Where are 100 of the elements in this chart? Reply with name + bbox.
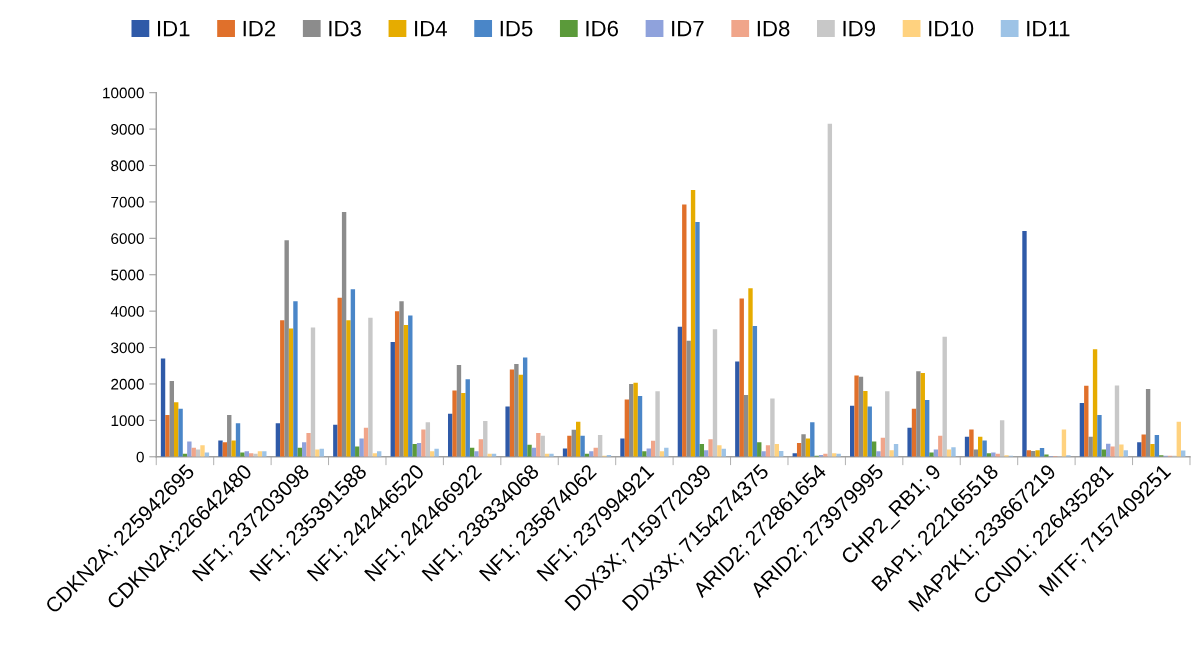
bar — [187, 441, 192, 457]
bar — [907, 427, 912, 457]
bar — [310, 327, 316, 457]
bar — [735, 361, 740, 457]
bar — [690, 189, 696, 457]
bar — [275, 423, 281, 457]
bar — [235, 423, 241, 457]
bar — [284, 240, 289, 457]
bar — [1114, 385, 1120, 457]
bar — [337, 297, 342, 457]
bar — [854, 375, 859, 457]
bar — [483, 421, 488, 457]
bar — [1088, 436, 1093, 457]
y-tick-label: 3000 — [111, 342, 144, 354]
bar — [801, 434, 806, 457]
bar — [522, 357, 528, 457]
bar — [412, 444, 417, 457]
bar — [999, 420, 1005, 457]
y-tick-label: 4000 — [110, 306, 144, 317]
legend-label: ID7 — [672, 20, 704, 37]
bar — [1150, 444, 1155, 457]
bar — [452, 390, 457, 457]
bar — [1061, 429, 1067, 457]
bar — [827, 123, 833, 457]
bar — [1035, 450, 1040, 457]
bar — [629, 383, 634, 457]
bar — [408, 315, 413, 457]
bar — [871, 441, 877, 457]
bar — [1097, 414, 1102, 457]
bar — [942, 336, 947, 457]
y-tick-label: 9000 — [111, 123, 144, 135]
legend-label: ID6 — [586, 20, 618, 37]
bar — [858, 376, 864, 457]
bar — [527, 444, 532, 457]
bar — [262, 451, 267, 457]
bar — [1137, 442, 1142, 457]
bar — [346, 320, 351, 457]
bar — [1084, 385, 1089, 457]
bar — [165, 414, 170, 457]
bar — [863, 390, 868, 457]
bar — [889, 450, 894, 457]
bar — [403, 324, 409, 457]
bar — [359, 438, 364, 457]
bar — [1092, 349, 1098, 457]
bar — [288, 328, 294, 457]
bar — [178, 408, 183, 457]
bar — [293, 301, 298, 457]
bar — [514, 363, 519, 457]
legend-label: ID3 — [329, 20, 361, 37]
bar — [341, 212, 347, 457]
bar — [421, 429, 426, 457]
bar — [434, 448, 439, 457]
bar — [633, 382, 638, 457]
y-tick-label: 8000 — [111, 160, 144, 172]
bar — [169, 381, 175, 457]
legend-label: ID1 — [157, 20, 190, 37]
legend-label: ID2 — [243, 20, 276, 37]
bar — [505, 406, 510, 457]
bar — [642, 451, 647, 457]
bar — [160, 358, 166, 457]
bar — [982, 440, 987, 457]
bar — [350, 289, 356, 457]
y-tick-label: 6000 — [111, 233, 144, 245]
bar — [686, 340, 691, 457]
bar — [333, 424, 338, 457]
bar — [474, 451, 479, 457]
y-tick-label: 2000 — [111, 378, 144, 390]
bar — [1145, 389, 1151, 457]
bar — [1119, 444, 1124, 457]
bar — [567, 435, 572, 457]
bar — [682, 204, 687, 457]
legend-label: ID8 — [757, 20, 790, 37]
bar — [200, 445, 205, 457]
bar — [306, 433, 311, 457]
legend-label: ID5 — [500, 20, 533, 37]
bar — [717, 445, 722, 457]
bar — [637, 395, 643, 457]
legend-label: ID9 — [843, 20, 875, 37]
y-tick-label: 10000 — [103, 87, 144, 99]
bar — [240, 452, 245, 457]
bar — [620, 438, 625, 457]
bar — [712, 329, 718, 457]
bar — [399, 301, 404, 457]
bar — [929, 452, 934, 457]
bar — [1022, 231, 1027, 457]
bar — [885, 391, 890, 457]
bar — [536, 433, 541, 457]
bar — [315, 449, 320, 457]
bar — [761, 451, 766, 457]
bar — [368, 317, 373, 457]
y-tick-label: 0 — [136, 451, 144, 463]
bar — [924, 399, 930, 457]
bar — [518, 374, 523, 457]
bar — [394, 311, 400, 457]
bar — [951, 447, 956, 457]
bar — [456, 365, 462, 457]
y-tick-label: 5000 — [111, 269, 144, 281]
legend-label: ID10 — [929, 20, 974, 37]
bar — [664, 447, 669, 457]
y-tick-label: 1000 — [111, 415, 144, 427]
